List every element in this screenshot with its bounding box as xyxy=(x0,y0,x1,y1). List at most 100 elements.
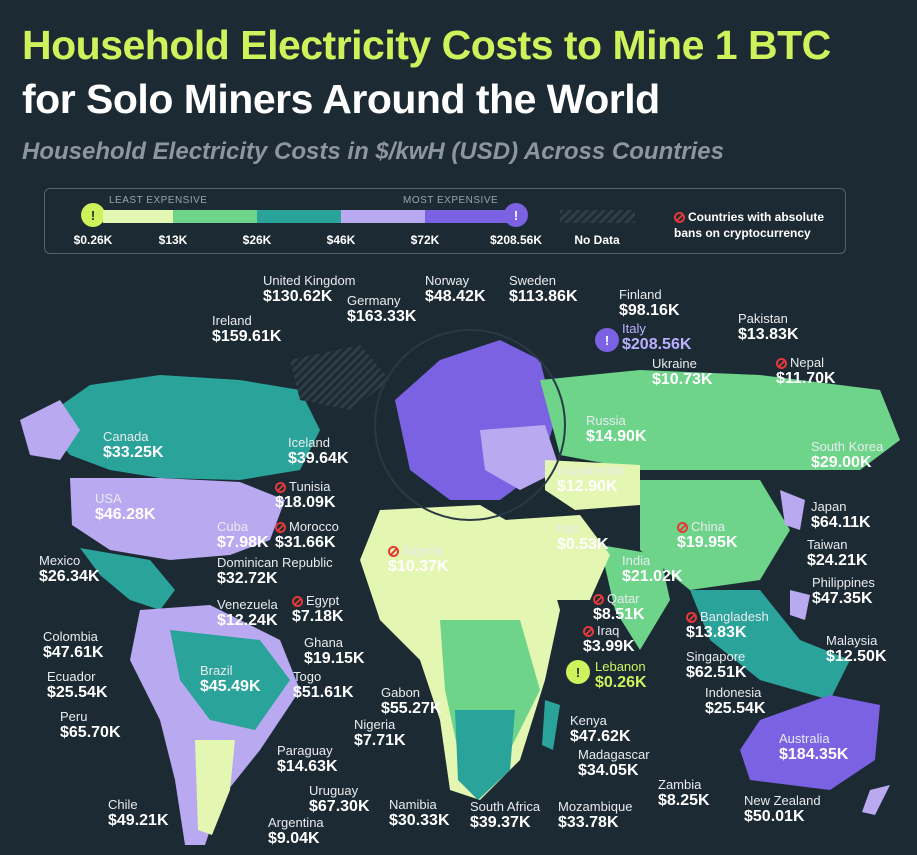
map-region-australia xyxy=(740,695,880,790)
country-value: $7.71K xyxy=(354,732,406,750)
country-name-text: China xyxy=(691,519,725,534)
country-name: Ireland xyxy=(212,313,252,328)
ban-icon xyxy=(275,482,286,494)
legend-swatch-4 xyxy=(341,210,425,223)
country-label-chile: Chile $49.21K xyxy=(108,797,169,830)
country-name: India xyxy=(622,553,651,568)
map-region-philippines xyxy=(790,590,810,620)
country-value: $33.78K xyxy=(558,814,619,832)
country-value: $34.05K xyxy=(578,762,639,780)
country-label-pakistan: Pakistan $13.83K xyxy=(738,311,799,344)
country-name: United Kingdom xyxy=(263,273,356,288)
country-name: Taiwan xyxy=(807,537,848,552)
country-label-madagascar: Madagascar $34.05K xyxy=(578,747,650,780)
country-label-nigeria: Nigeria $7.71K xyxy=(354,717,406,750)
country-value: $67.30K xyxy=(309,798,370,816)
country-value: $30.33K xyxy=(389,812,450,830)
country-value: $29.00K xyxy=(811,454,872,472)
country-label-gabon: Gabon $55.27K xyxy=(381,685,442,718)
country-name: Pakistan xyxy=(738,311,788,326)
ban-icon xyxy=(677,522,688,534)
country-name: Philippines xyxy=(812,575,875,590)
country-label-singapore: Singapore $62.51K xyxy=(686,649,747,682)
country-value: $19.95K xyxy=(677,534,738,552)
country-name: Chile xyxy=(108,797,138,812)
country-label-paraguay: Paraguay $14.63K xyxy=(277,743,338,776)
country-label-usa: USA $46.28K xyxy=(95,491,156,524)
country-value: $47.62K xyxy=(570,728,631,746)
ban-icon xyxy=(593,594,604,606)
ban-icon xyxy=(583,626,594,638)
country-name: Italy xyxy=(622,321,646,336)
country-name: Mexico xyxy=(39,553,81,568)
country-label-uruguay: Uruguay $67.30K xyxy=(309,783,370,816)
country-label-united-kingdom: United Kingdom $130.62K xyxy=(263,273,356,306)
country-value: $46.28K xyxy=(95,506,156,524)
country-name: Tunisia xyxy=(275,479,336,494)
country-label-namibia: Namibia $30.33K xyxy=(389,797,450,830)
legend-swatch-3 xyxy=(257,210,341,223)
country-value: $10.37K xyxy=(388,558,449,576)
country-value: $98.16K xyxy=(619,302,680,320)
ban-icon xyxy=(674,212,685,224)
country-value: $33.25K xyxy=(103,444,164,462)
title-line1: Household Electricity Costs to Mine 1 BT… xyxy=(22,22,831,68)
country-name: Singapore xyxy=(686,649,746,664)
country-label-mexico: Mexico $26.34K xyxy=(39,553,100,586)
country-name: Malaysia xyxy=(826,633,878,648)
country-name: China xyxy=(677,519,738,534)
country-label-cuba: Cuba $7.98K xyxy=(217,519,269,552)
country-value: $13.83K xyxy=(686,624,747,642)
country-value: $8.25K xyxy=(658,792,710,810)
country-name: Iran xyxy=(557,521,580,536)
country-name: Russia xyxy=(586,413,626,428)
country-name-text: Iraq xyxy=(597,623,620,638)
country-label-egypt: Egypt $7.18K xyxy=(292,593,344,626)
country-name: Morocco xyxy=(275,519,339,534)
country-name: Sweden xyxy=(509,273,556,288)
lightbulb-icon: ! xyxy=(81,203,105,227)
legend-swatch-5 xyxy=(425,210,509,223)
country-label-morocco: Morocco $31.66K xyxy=(275,519,339,552)
country-value: $159.61K xyxy=(212,328,282,346)
country-value: $47.61K xyxy=(43,644,104,662)
country-label-kenya: Kenya $47.62K xyxy=(570,713,631,746)
country-name: Zambia xyxy=(658,777,702,792)
country-label-ireland: Ireland $159.61K xyxy=(212,313,282,346)
country-label-dominican-republic: Dominican Republic $32.72K xyxy=(217,555,333,588)
country-label-nepal: Nepal $11.70K xyxy=(776,355,836,388)
lightbulb-icon: ! xyxy=(595,328,619,352)
country-label-india: India $21.02K xyxy=(622,553,683,586)
map-region-brazil xyxy=(170,630,290,730)
map-region-usa xyxy=(70,478,285,560)
country-label-kazakhstan: Kazakhstan $12.90K xyxy=(557,463,625,496)
country-label-venezuela: Venezuela $12.24K xyxy=(217,597,278,630)
map-region-india xyxy=(600,545,670,650)
country-label-ghana: Ghana $19.15K xyxy=(304,635,365,668)
country-name: Finland xyxy=(619,287,662,302)
country-value: $14.90K xyxy=(586,428,647,446)
country-label-china: China $19.95K xyxy=(677,519,738,552)
map-region-new-zealand xyxy=(862,785,890,815)
legend: LEAST EXPENSIVE MOST EXPENSIVE ! ! $0.26… xyxy=(44,188,846,254)
country-value: $208.56K xyxy=(622,336,692,354)
country-value: $51.61K xyxy=(293,684,354,702)
country-name: Ecuador xyxy=(47,669,96,684)
country-value: $8.51K xyxy=(593,606,645,624)
country-label-zambia: Zambia $8.25K xyxy=(658,777,710,810)
legend-ban-note: Countries with absolute bans on cryptocu… xyxy=(674,210,825,240)
country-name: Norway xyxy=(425,273,470,288)
country-value: $25.54K xyxy=(47,684,108,702)
country-label-taiwan: Taiwan $24.21K xyxy=(807,537,868,570)
country-name: Ghana xyxy=(304,635,344,650)
ban-icon xyxy=(686,612,697,624)
country-value: $48.42K xyxy=(425,288,486,306)
map-region-russia xyxy=(540,370,900,470)
subtitle: Household Electricity Costs in $/kwH (US… xyxy=(22,138,724,165)
country-label-malaysia: Malaysia $12.50K xyxy=(826,633,887,666)
country-label-mozambique: Mozambique $33.78K xyxy=(558,799,632,832)
country-label-qatar: Qatar $8.51K xyxy=(593,591,645,624)
country-label-germany: Germany $163.33K xyxy=(347,293,416,326)
country-name: Iraq xyxy=(583,623,635,638)
